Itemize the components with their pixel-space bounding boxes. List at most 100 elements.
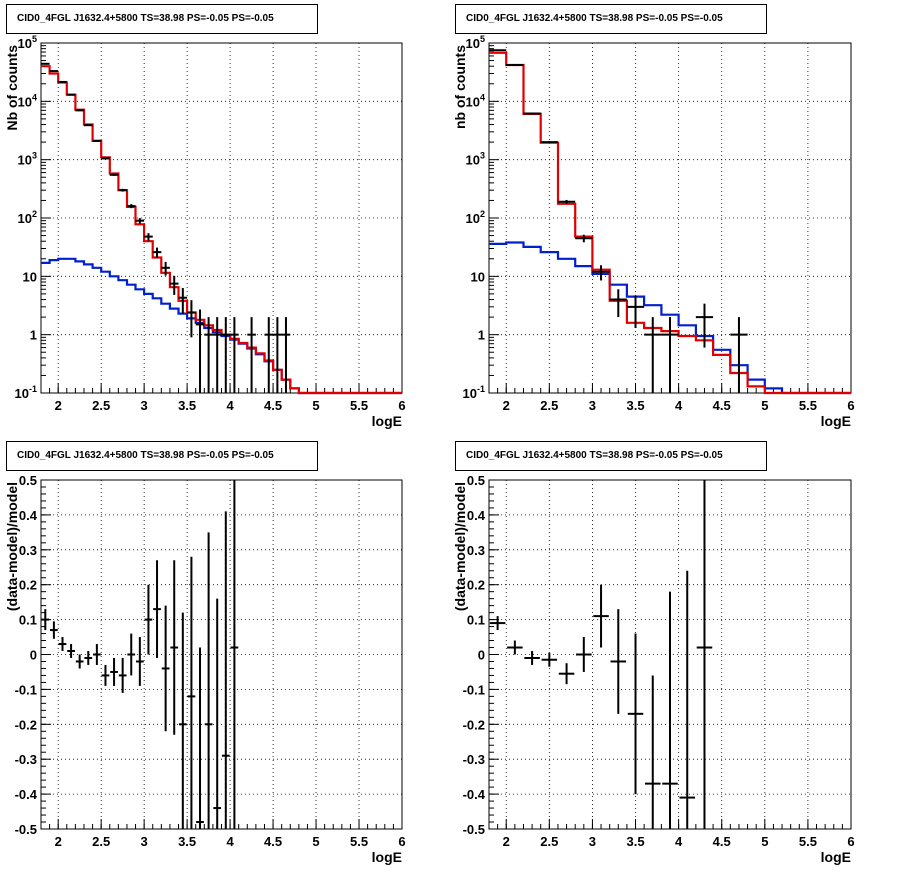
x-tick-label: 6 <box>398 398 405 413</box>
y-tick-label: 0.3 <box>467 543 485 558</box>
x-tick-label: 6 <box>847 398 854 413</box>
x-tick-label: 2 <box>55 834 62 849</box>
y-tick-label: -0.4 <box>15 787 38 802</box>
residual-point <box>101 664 110 686</box>
residual-point <box>524 651 540 665</box>
x-tick-label: 2.5 <box>540 834 558 849</box>
x-tick-label: 6 <box>847 834 854 849</box>
residual-point <box>153 560 161 658</box>
residual-point <box>645 675 661 829</box>
x-tick-label: 5 <box>312 398 319 413</box>
data-point <box>230 317 239 393</box>
y-tick-label: 0.2 <box>467 578 485 593</box>
x-tick-label: 4.5 <box>264 834 282 849</box>
residual-point <box>541 652 558 667</box>
residual-point <box>118 657 127 693</box>
data-point <box>144 233 153 241</box>
x-tick-label: 5 <box>312 834 319 849</box>
residual-point <box>576 637 592 672</box>
data-point <box>92 139 102 142</box>
residual-point <box>679 570 695 829</box>
x-tick-label: 3 <box>141 834 148 849</box>
panel-title-3: CID0_4FGL J1632.4+5800 TS=38.98 PS=-0.05… <box>6 441 318 471</box>
x-tick-label: 4.5 <box>713 834 731 849</box>
x-tick-label: 3 <box>589 398 596 413</box>
panel-title-1: CID0_4FGL J1632.4+5800 TS=38.98 PS=-0.05… <box>6 4 318 34</box>
y-tick-label: -0.5 <box>15 822 37 837</box>
data-point <box>204 317 213 393</box>
x-tick-label: 4 <box>675 834 683 849</box>
x-tick-label: 3 <box>589 834 596 849</box>
y-axis-label: Nb of counts <box>4 45 20 131</box>
residual-point <box>221 511 230 829</box>
y-tick-label: -0.1 <box>463 682 485 697</box>
data-point <box>187 300 196 338</box>
background-model-histogram <box>41 257 402 395</box>
data-point <box>101 157 110 160</box>
y-tick-label: -0.1 <box>15 682 37 697</box>
data-point <box>557 199 576 204</box>
residual-point <box>204 532 213 829</box>
y-tick-label: 104 <box>18 92 37 109</box>
panel-title-4: CID0_4FGL J1632.4+5800 TS=38.98 PS=-0.05… <box>455 441 767 471</box>
residual-point <box>84 651 93 665</box>
residual-point <box>144 584 153 655</box>
y-tick-label: 0.5 <box>467 473 485 488</box>
y-axis-label: (data-model)/model <box>452 482 468 611</box>
residual-point <box>178 612 187 829</box>
y-tick-label: 10-1 <box>15 384 37 401</box>
x-tick-label: 5.5 <box>350 834 368 849</box>
residual-point <box>507 640 523 655</box>
x-tick-label: 2 <box>503 398 510 413</box>
data-point <box>644 317 662 393</box>
y-tick-label: 0 <box>30 648 37 663</box>
y-tick-label: 103 <box>466 151 485 168</box>
data-point <box>212 317 222 393</box>
data-point <box>592 265 610 281</box>
residual-point <box>67 644 75 658</box>
y-tick-label: 104 <box>466 92 485 109</box>
y-tick-label: 0.4 <box>467 508 486 523</box>
y-tick-label: 1 <box>30 328 37 343</box>
residual-point <box>50 621 58 639</box>
x-tick-label: 3.5 <box>178 834 196 849</box>
residual-point <box>593 584 609 648</box>
x-tick-label: 5 <box>761 834 768 849</box>
data-point <box>626 295 645 329</box>
x-tick-label: 2.5 <box>92 834 110 849</box>
x-axis-label: logE <box>821 413 851 429</box>
y-tick-label: 10 <box>471 269 485 284</box>
x-axis-label: logE <box>372 413 402 429</box>
y-tick-label: 105 <box>466 34 485 51</box>
data-point <box>523 112 541 115</box>
y-tick-label: 102 <box>18 209 37 226</box>
data-point <box>540 141 558 144</box>
y-tick-label: 0.4 <box>19 508 38 523</box>
x-tick-label: 4 <box>226 834 234 849</box>
y-tick-label: 105 <box>18 34 37 51</box>
data-point <box>169 275 179 295</box>
y-tick-label: 10 <box>23 269 37 284</box>
x-tick-label: 2 <box>503 834 510 849</box>
residual-point <box>170 560 179 735</box>
data-point <box>575 234 593 243</box>
y-tick-label: 102 <box>466 209 485 226</box>
y-tick-label: 0.2 <box>19 578 37 593</box>
x-tick-label: 5.5 <box>799 834 817 849</box>
y-tick-label: 0 <box>478 648 485 663</box>
residual-point <box>110 657 118 686</box>
data-point <box>695 303 714 348</box>
data-point <box>109 173 119 176</box>
residual-point <box>127 633 136 676</box>
x-tick-label: 5.5 <box>799 398 817 413</box>
x-tick-label: 2 <box>55 398 62 413</box>
residual-point <box>196 647 204 829</box>
total-model-histogram <box>41 65 402 395</box>
residual-point <box>627 633 644 795</box>
y-tick-label: -0.2 <box>15 717 37 732</box>
data-point <box>730 317 748 393</box>
